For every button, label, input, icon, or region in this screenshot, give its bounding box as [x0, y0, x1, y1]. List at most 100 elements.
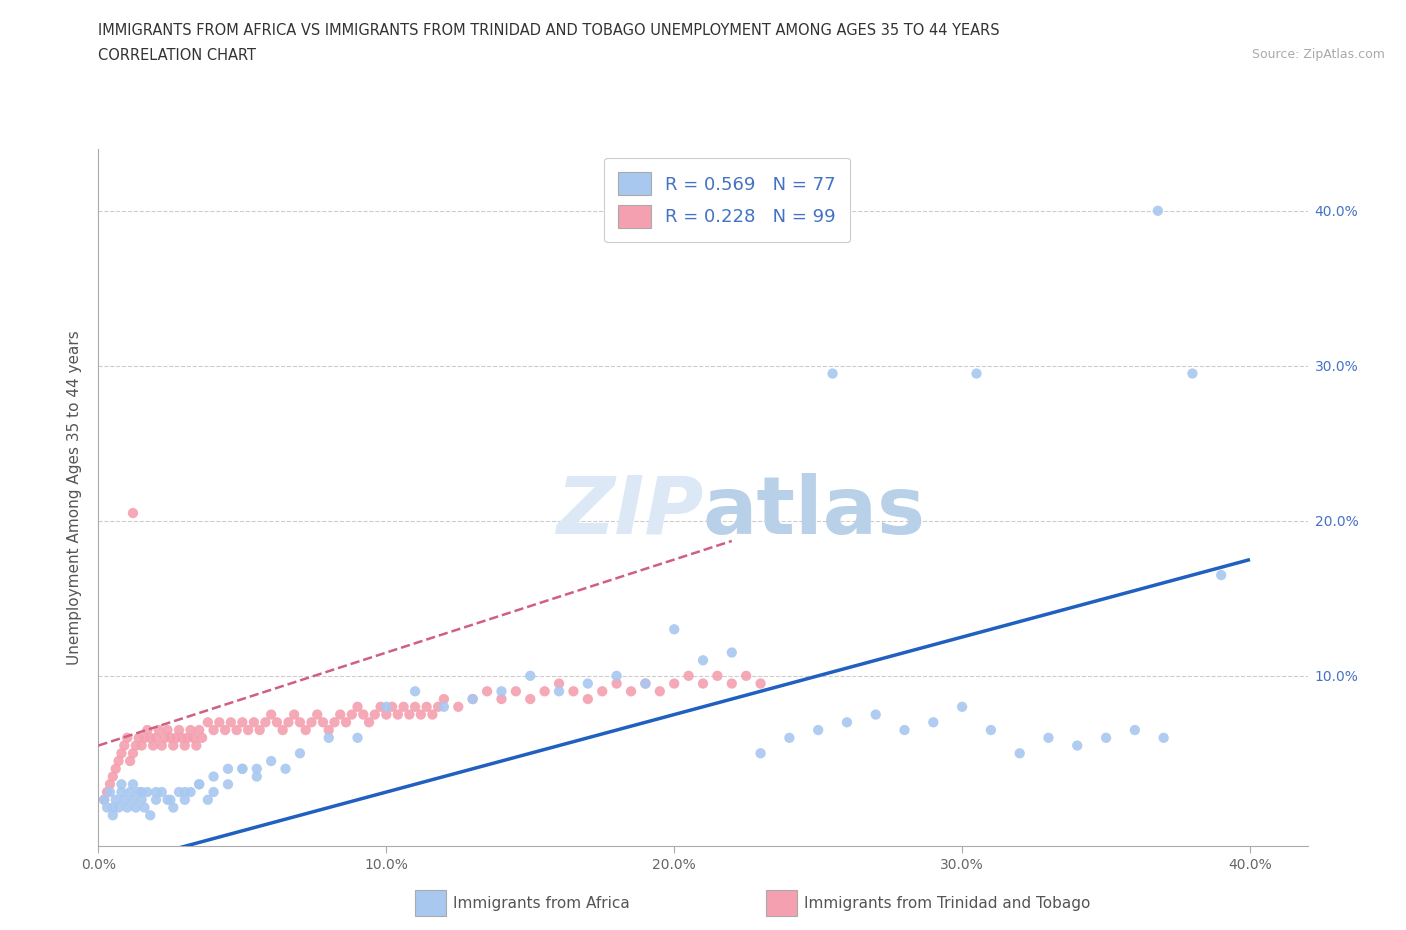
Point [1066, 738, 1088, 753]
Point [950, 699, 973, 714]
Point [128, 730, 150, 745]
Point [922, 715, 945, 730]
Point [893, 723, 915, 737]
Point [576, 692, 599, 707]
Point [865, 707, 887, 722]
Point [266, 715, 288, 730]
Legend: R = 0.569   N = 77, R = 0.228   N = 99: R = 0.569 N = 77, R = 0.228 N = 99 [605, 158, 851, 242]
Point [107, 800, 129, 815]
Point [357, 715, 380, 730]
Text: CORRELATION CHART: CORRELATION CHART [98, 48, 256, 63]
Point [648, 684, 671, 698]
Point [821, 366, 844, 381]
Point [217, 777, 239, 791]
Point [392, 699, 415, 714]
Point [433, 699, 456, 714]
Point [197, 715, 219, 730]
Point [447, 699, 470, 714]
Point [329, 707, 352, 722]
Point [491, 684, 513, 698]
Point [153, 730, 176, 745]
Text: IMMIGRANTS FROM AFRICA VS IMMIGRANTS FROM TRINIDAD AND TOBAGO UNEMPLOYMENT AMONG: IMMIGRANTS FROM AFRICA VS IMMIGRANTS FRO… [98, 23, 1000, 38]
Point [404, 684, 426, 698]
Point [122, 792, 145, 807]
Point [519, 692, 541, 707]
Point [381, 699, 404, 714]
Point [398, 707, 420, 722]
Point [125, 800, 148, 815]
Point [415, 699, 437, 714]
Point [180, 785, 202, 800]
Point [475, 684, 498, 698]
Point [148, 723, 170, 737]
Point [352, 707, 374, 722]
Point [720, 676, 742, 691]
Point [128, 785, 150, 800]
Point [301, 715, 323, 730]
Point [980, 723, 1002, 737]
Point [243, 715, 266, 730]
Point [101, 800, 124, 815]
Point [491, 692, 513, 707]
Point [1038, 730, 1060, 745]
Point [1153, 730, 1175, 745]
Point [110, 785, 132, 800]
Point [131, 738, 153, 753]
Point [461, 692, 484, 707]
Point [162, 738, 184, 753]
Point [1181, 366, 1204, 381]
Point [134, 800, 156, 815]
Y-axis label: Unemployment Among Ages 35 to 44 years: Unemployment Among Ages 35 to 44 years [67, 330, 83, 665]
Point [101, 769, 124, 784]
Point [145, 792, 167, 807]
Point [312, 715, 335, 730]
Point [283, 707, 305, 722]
Point [271, 723, 294, 737]
Point [142, 738, 165, 753]
Point [664, 676, 686, 691]
Point [1211, 567, 1233, 582]
Point [548, 684, 571, 698]
Point [461, 692, 484, 707]
Point [162, 800, 184, 815]
Point [112, 792, 135, 807]
Point [159, 792, 181, 807]
Point [219, 715, 242, 730]
Text: Source: ZipAtlas.com: Source: ZipAtlas.com [1251, 48, 1385, 61]
Point [139, 730, 162, 745]
Point [1008, 746, 1031, 761]
Point [98, 785, 121, 800]
Point [706, 669, 728, 684]
Point [606, 676, 628, 691]
Point [246, 769, 269, 784]
Point [246, 762, 269, 777]
Point [115, 800, 138, 815]
Point [249, 723, 271, 737]
Point [1095, 730, 1118, 745]
Point [136, 723, 159, 737]
Point [186, 738, 208, 753]
Point [346, 730, 368, 745]
Point [145, 730, 167, 745]
Point [93, 792, 115, 807]
Point [277, 715, 299, 730]
Point [318, 723, 340, 737]
Point [231, 762, 253, 777]
Point [318, 730, 340, 745]
Point [150, 785, 173, 800]
Point [620, 684, 643, 698]
Point [519, 669, 541, 684]
Point [98, 777, 121, 791]
Point [191, 730, 214, 745]
Point [110, 746, 132, 761]
Point [634, 676, 657, 691]
Point [104, 762, 127, 777]
Point [125, 738, 148, 753]
Point [807, 723, 830, 737]
Point [533, 684, 555, 698]
Point [375, 699, 398, 714]
Point [104, 792, 127, 807]
Point [170, 730, 193, 745]
Point [692, 653, 714, 668]
Point [422, 707, 444, 722]
